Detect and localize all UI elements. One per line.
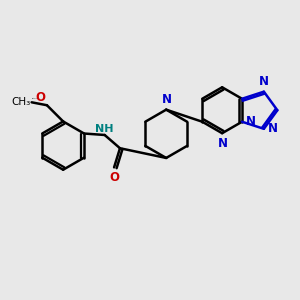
Text: O: O bbox=[109, 171, 119, 184]
Text: N: N bbox=[259, 74, 269, 88]
Text: N: N bbox=[218, 137, 228, 150]
Text: methoxy: methoxy bbox=[32, 98, 38, 99]
Text: N: N bbox=[246, 115, 256, 128]
Text: O: O bbox=[35, 91, 46, 104]
Text: N: N bbox=[267, 122, 278, 135]
Text: N: N bbox=[162, 93, 172, 106]
Text: NH: NH bbox=[95, 124, 113, 134]
Text: CH₃: CH₃ bbox=[11, 97, 30, 107]
